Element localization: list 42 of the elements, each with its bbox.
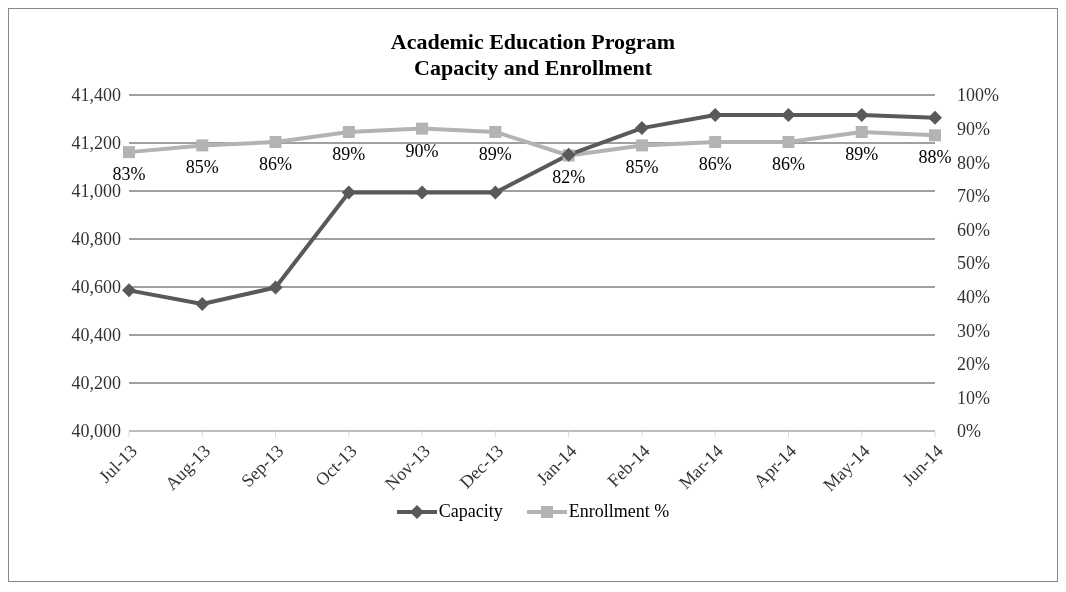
point [928,110,942,125]
y2-tick-label: 70% [957,186,990,207]
point [781,107,796,122]
y2-tick-label: 20% [957,354,990,375]
data-label: 89% [478,143,512,164]
data-label: 90% [405,140,439,161]
data-label: 86% [259,154,293,175]
y2-tick-label: 60% [957,219,990,240]
data-label: 82% [552,167,586,188]
y-tick-label: 40,800 [71,229,121,250]
y-tick-label: 40,000 [71,421,121,442]
legend-label: Capacity [438,501,503,522]
y-tick-label: 40,400 [71,325,121,346]
y2-tick-label: 50% [957,253,990,274]
y2-tick-label: 0% [957,421,981,442]
data-label: 86% [771,154,805,175]
point [268,280,283,295]
data-label: 85% [625,157,659,178]
y-tick-label: 40,200 [71,373,121,394]
y2-tick-label: 40% [957,286,990,307]
point [415,185,430,200]
legend-label: Enrollment % [568,501,670,522]
chart-subtitle: Capacity and Enrollment [413,55,653,81]
point [634,121,649,136]
y-tick-label: 41,400 [71,85,121,106]
data-label: 86% [698,154,732,175]
y2-tick-label: 90% [957,118,990,139]
data-label: 88% [918,147,952,168]
y-tick-label: 41,200 [71,133,121,154]
y2-tick-label: 100% [957,85,999,106]
data-label: 85% [185,157,219,178]
data-label: 89% [332,143,366,164]
point [195,297,210,312]
y2-tick-label: 30% [957,320,990,341]
y2-tick-label: 80% [957,152,990,173]
point [341,185,356,200]
point [488,185,503,200]
y-tick-label: 40,600 [71,277,121,298]
point [122,283,136,298]
data-label: 89% [845,143,879,164]
chart-title: Academic Education Program [389,29,677,55]
y2-tick-label: 10% [957,387,990,408]
